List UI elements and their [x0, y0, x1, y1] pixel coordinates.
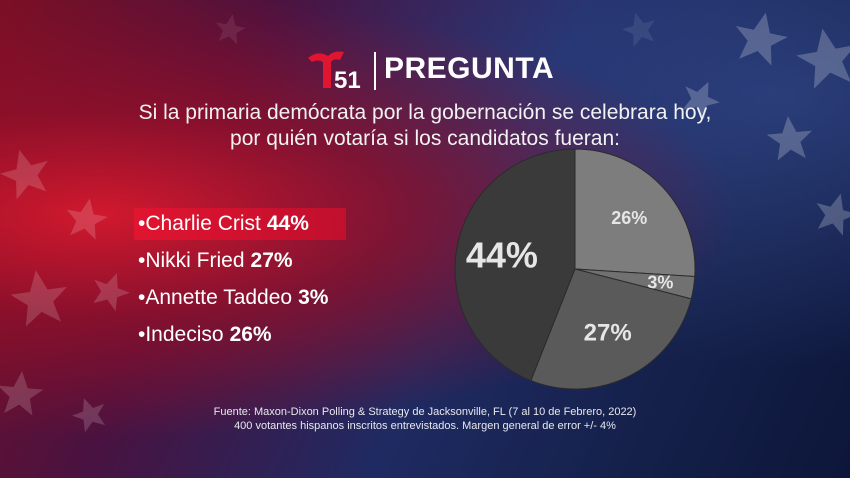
legend-label: •Nikki Fried: [138, 249, 245, 272]
legend-value: 26%: [229, 323, 272, 346]
telemundo-51-logo: 51: [308, 51, 361, 92]
legend-label: •Annette Taddeo: [138, 286, 293, 309]
question-text: Si la primaria demócrata por la gobernac…: [0, 100, 850, 152]
question-line-1: Si la primaria demócrata por la gobernac…: [138, 101, 712, 124]
legend-label: •Indeciso: [138, 323, 224, 346]
source-footnote: Fuente: Maxon-Dixon Polling & Strategy d…: [0, 405, 850, 433]
pie-slice-crist: [454, 148, 576, 382]
header-divider: [374, 52, 376, 90]
legend-value: 44%: [266, 212, 309, 235]
pie-slice-taddeo-label: 3%: [647, 273, 673, 293]
pie-slice-crist-label: 44%: [466, 235, 538, 276]
pie-slice-indeciso: [574, 148, 696, 278]
logo-text: 51: [334, 67, 361, 92]
legend-value: 3%: [298, 286, 329, 309]
pie-chart: 26% 3% 27% 44%: [454, 148, 696, 390]
footnote-line-1: Fuente: Maxon-Dixon Polling & Strategy d…: [213, 406, 637, 418]
legend-item-taddeo: •Annette Taddeo 3%: [134, 282, 364, 314]
header: 51 PREGUNTA: [0, 46, 850, 94]
chart-legend: •Charlie Crist 44% •Nikki Fried 27% •Annet…: [134, 208, 364, 356]
page-title: PREGUNTA: [384, 52, 555, 85]
legend-item-crist: •Charlie Crist 44%: [134, 208, 346, 240]
legend-item-fried: •Nikki Fried 27%: [134, 245, 364, 277]
footnote-line-2: 400 votantes hispanos inscritos entrevis…: [234, 420, 616, 432]
question-line-2: por quién votaría si los candidatos fuer…: [230, 127, 620, 150]
pie-slice-fried: [530, 268, 692, 390]
legend-label: •Charlie Crist: [138, 212, 261, 235]
legend-value: 27%: [250, 249, 293, 272]
pie-slice-fried-label: 27%: [584, 320, 632, 347]
legend-item-indeciso: •Indeciso 26%: [134, 319, 364, 351]
pie-slice-indeciso-label: 26%: [611, 208, 647, 228]
